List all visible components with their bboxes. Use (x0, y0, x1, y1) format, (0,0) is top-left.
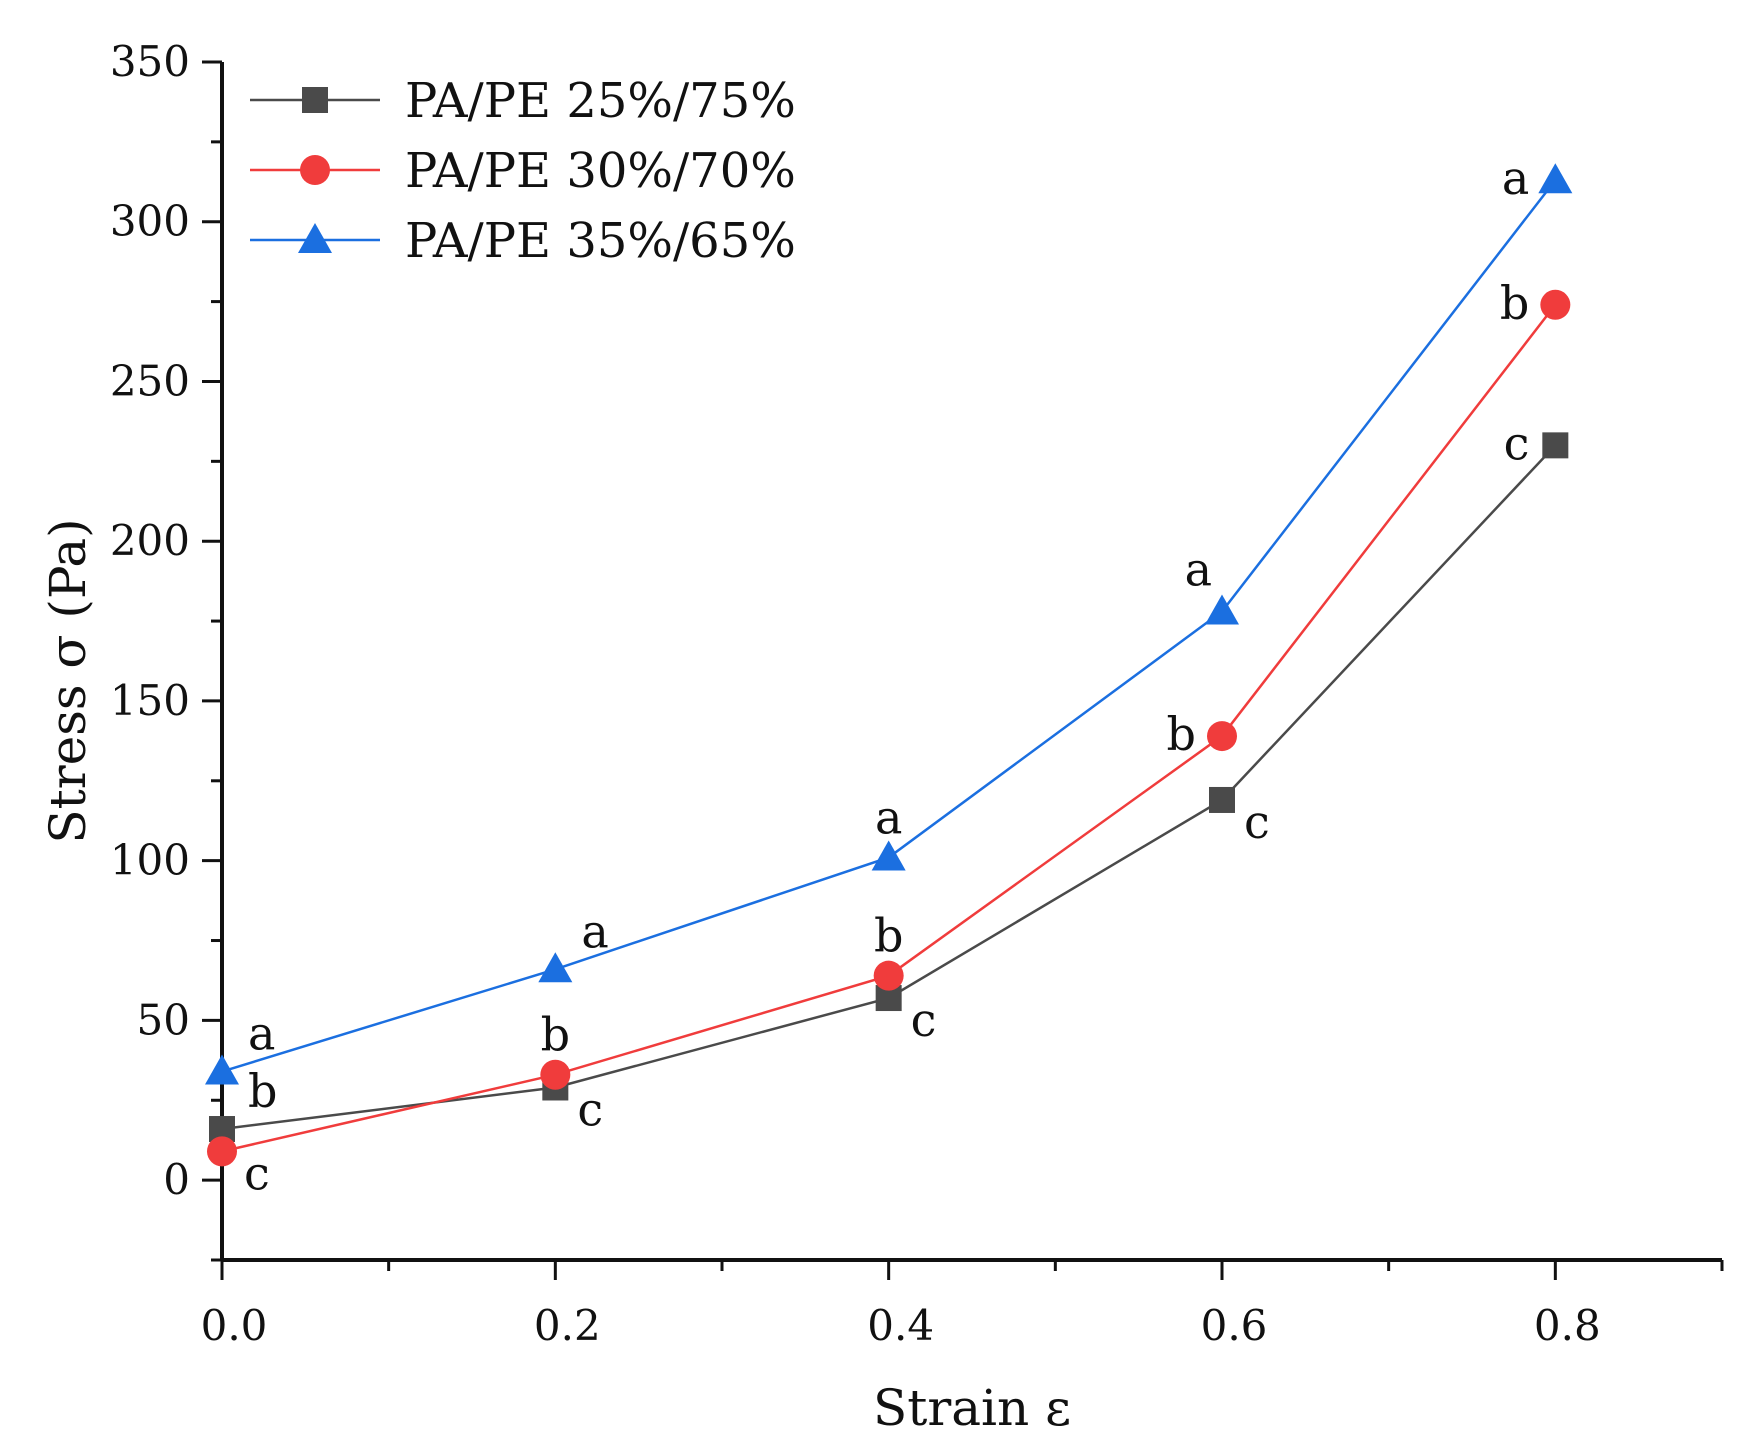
data-point (205, 1054, 239, 1085)
x-tick-label: 0.0 (201, 1301, 268, 1350)
significance-label: b (248, 1064, 277, 1118)
x-tick-label: 0.8 (1534, 1301, 1601, 1350)
legend-entry: PA/PE 25%/75% (250, 73, 796, 129)
significance-label: c (1504, 416, 1530, 470)
series-layer (205, 163, 1573, 1167)
data-point (873, 960, 904, 991)
y-tick-label: 150 (110, 676, 190, 725)
legend-marker (302, 87, 328, 113)
x-tick-label: 0.4 (867, 1301, 934, 1350)
y-axis-title: Stress σ (Pa) (39, 518, 97, 843)
y-tick-label: 350 (110, 37, 190, 86)
significance-label: b (1500, 276, 1529, 330)
significance-label: b (1167, 707, 1196, 761)
legend-label: PA/PE 25%/75% (405, 73, 796, 129)
y-tick-label: 100 (110, 836, 190, 885)
series-pa-pe-25-75- (209, 432, 1569, 1143)
significance-label: a (875, 790, 902, 844)
y-tick-label: 0 (163, 1155, 190, 1204)
data-point (1205, 594, 1239, 625)
series-line (221, 444, 1557, 1131)
series-pa-pe-30-70- (207, 289, 1571, 1167)
x-tick-label: 0.6 (1201, 1301, 1268, 1350)
significance-label: c (911, 993, 937, 1047)
y-tick-label: 50 (137, 995, 190, 1044)
data-point (871, 840, 906, 871)
legend-marker (298, 223, 332, 253)
x-tick-label: 0.2 (534, 1301, 601, 1350)
x-axis-title: Strain ε (873, 1379, 1071, 1437)
y-tick-label: 250 (110, 356, 190, 405)
significance-label: c (244, 1146, 270, 1200)
data-point (1538, 163, 1573, 194)
data-point (540, 1059, 571, 1090)
y-tick-label: 200 (110, 516, 190, 565)
legend: PA/PE 25%/75% PA/PE 30%/70% PA/PE 35%/65% (250, 73, 796, 269)
y-tick-label: 300 (110, 197, 190, 246)
data-point (207, 1136, 237, 1167)
significance-label: c (1244, 795, 1270, 849)
data-point (1542, 432, 1569, 459)
legend-marker (300, 155, 330, 185)
data-point (1207, 721, 1237, 752)
legend-label: PA/PE 30%/70% (405, 143, 796, 199)
data-point (538, 952, 573, 983)
significance-label: a (581, 904, 608, 958)
data-point (1540, 289, 1571, 320)
significance-label: b (541, 1008, 570, 1062)
legend-entry: PA/PE 35%/65% (250, 213, 796, 269)
legend-label: PA/PE 35%/65% (405, 213, 796, 269)
series-pa-pe-35-65- (205, 163, 1573, 1085)
significance-label: b (874, 909, 903, 963)
axes: 0 50 100 150 200 250 300 350 0.0 0.2 0.4 0.6 0.8 (110, 37, 1724, 1350)
significance-label: a (248, 1007, 275, 1061)
significance-label: a (1502, 151, 1529, 205)
series-line (221, 304, 1557, 1153)
legend-entry: PA/PE 30%/70% (250, 143, 796, 199)
significance-label: a (1185, 542, 1212, 596)
significance-label: c (577, 1082, 603, 1136)
data-point (1209, 786, 1235, 813)
